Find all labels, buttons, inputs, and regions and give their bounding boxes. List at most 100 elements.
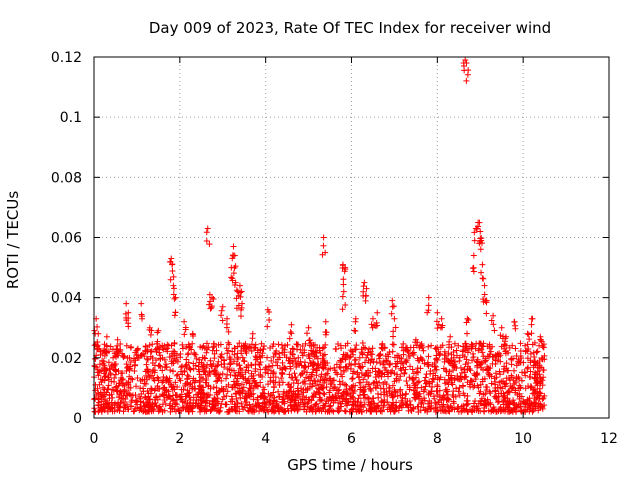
data-point xyxy=(337,358,344,365)
data-point xyxy=(320,363,327,370)
data-point xyxy=(370,380,377,387)
y-tick-label: 0 xyxy=(73,411,82,427)
data-point xyxy=(374,309,381,316)
data-point xyxy=(491,375,498,382)
data-point xyxy=(123,342,130,349)
data-point xyxy=(260,390,267,397)
data-point xyxy=(443,397,450,404)
data-point xyxy=(170,352,177,359)
data-point xyxy=(378,407,385,414)
data-point xyxy=(492,388,499,395)
data-point xyxy=(424,309,431,316)
data-point xyxy=(372,384,379,391)
data-point xyxy=(458,369,465,376)
data-point xyxy=(333,369,340,376)
data-point xyxy=(538,364,545,371)
data-point xyxy=(107,371,114,378)
data-point xyxy=(199,354,206,361)
data-point xyxy=(167,276,174,283)
data-point xyxy=(260,407,267,414)
data-point xyxy=(167,367,174,374)
data-point xyxy=(451,363,458,370)
data-point xyxy=(234,375,241,382)
data-point xyxy=(511,367,518,374)
data-point xyxy=(361,372,368,379)
data-point xyxy=(330,399,337,406)
data-point xyxy=(213,407,220,414)
data-point xyxy=(352,398,359,405)
data-point xyxy=(367,385,374,392)
data-point xyxy=(261,343,268,350)
data-point xyxy=(463,356,470,363)
data-point xyxy=(231,403,238,410)
data-point xyxy=(292,391,299,398)
data-point xyxy=(340,367,347,374)
data-point xyxy=(105,382,112,389)
data-point xyxy=(201,408,208,415)
data-point xyxy=(336,378,343,385)
data-point xyxy=(95,372,102,379)
data-point xyxy=(381,399,388,406)
data-point xyxy=(210,296,217,303)
data-point xyxy=(540,395,547,402)
data-point xyxy=(171,295,178,302)
data-point xyxy=(377,385,384,392)
data-point xyxy=(280,364,287,371)
data-point xyxy=(391,354,398,361)
data-point xyxy=(130,408,137,415)
data-point xyxy=(534,378,541,385)
data-point xyxy=(213,378,220,385)
y-tick-label: 0.08 xyxy=(51,170,82,186)
data-point xyxy=(495,408,502,415)
data-point xyxy=(142,368,149,375)
data-point xyxy=(464,330,471,337)
data-point xyxy=(195,391,202,398)
data-point xyxy=(459,352,466,359)
data-point xyxy=(514,403,521,410)
data-point xyxy=(270,341,277,348)
data-point xyxy=(384,406,391,413)
data-point xyxy=(257,366,264,373)
data-point xyxy=(224,371,231,378)
data-point xyxy=(483,310,490,317)
data-point xyxy=(323,329,330,336)
data-point xyxy=(210,384,217,391)
data-point xyxy=(226,354,233,361)
data-point xyxy=(411,394,418,401)
data-point xyxy=(138,300,145,307)
data-point xyxy=(208,303,215,310)
data-point xyxy=(290,346,297,353)
data-point xyxy=(442,351,449,358)
data-point xyxy=(229,348,236,355)
data-point xyxy=(148,348,155,355)
data-point xyxy=(319,345,326,352)
data-point xyxy=(462,344,469,351)
data-point xyxy=(201,368,208,375)
data-point xyxy=(477,361,484,368)
data-point xyxy=(266,309,273,316)
data-point xyxy=(349,370,356,377)
data-point xyxy=(501,342,508,349)
data-point xyxy=(363,379,370,386)
data-point xyxy=(284,381,291,388)
data-point xyxy=(531,339,538,346)
data-point xyxy=(145,399,152,406)
data-point xyxy=(210,361,217,368)
data-point xyxy=(446,408,453,415)
data-point xyxy=(425,307,432,314)
data-point xyxy=(469,342,476,349)
data-point xyxy=(492,357,499,364)
data-point xyxy=(310,390,317,397)
data-point xyxy=(151,377,158,384)
data-point xyxy=(267,378,274,385)
data-point xyxy=(221,364,228,371)
data-point xyxy=(206,241,213,248)
data-point xyxy=(360,376,367,383)
data-point xyxy=(477,246,484,253)
data-point xyxy=(144,388,151,395)
data-point xyxy=(124,401,131,408)
data-point xyxy=(506,401,513,408)
data-point xyxy=(205,382,212,389)
data-point xyxy=(502,406,509,413)
y-tick-label: 0.12 xyxy=(51,50,82,66)
